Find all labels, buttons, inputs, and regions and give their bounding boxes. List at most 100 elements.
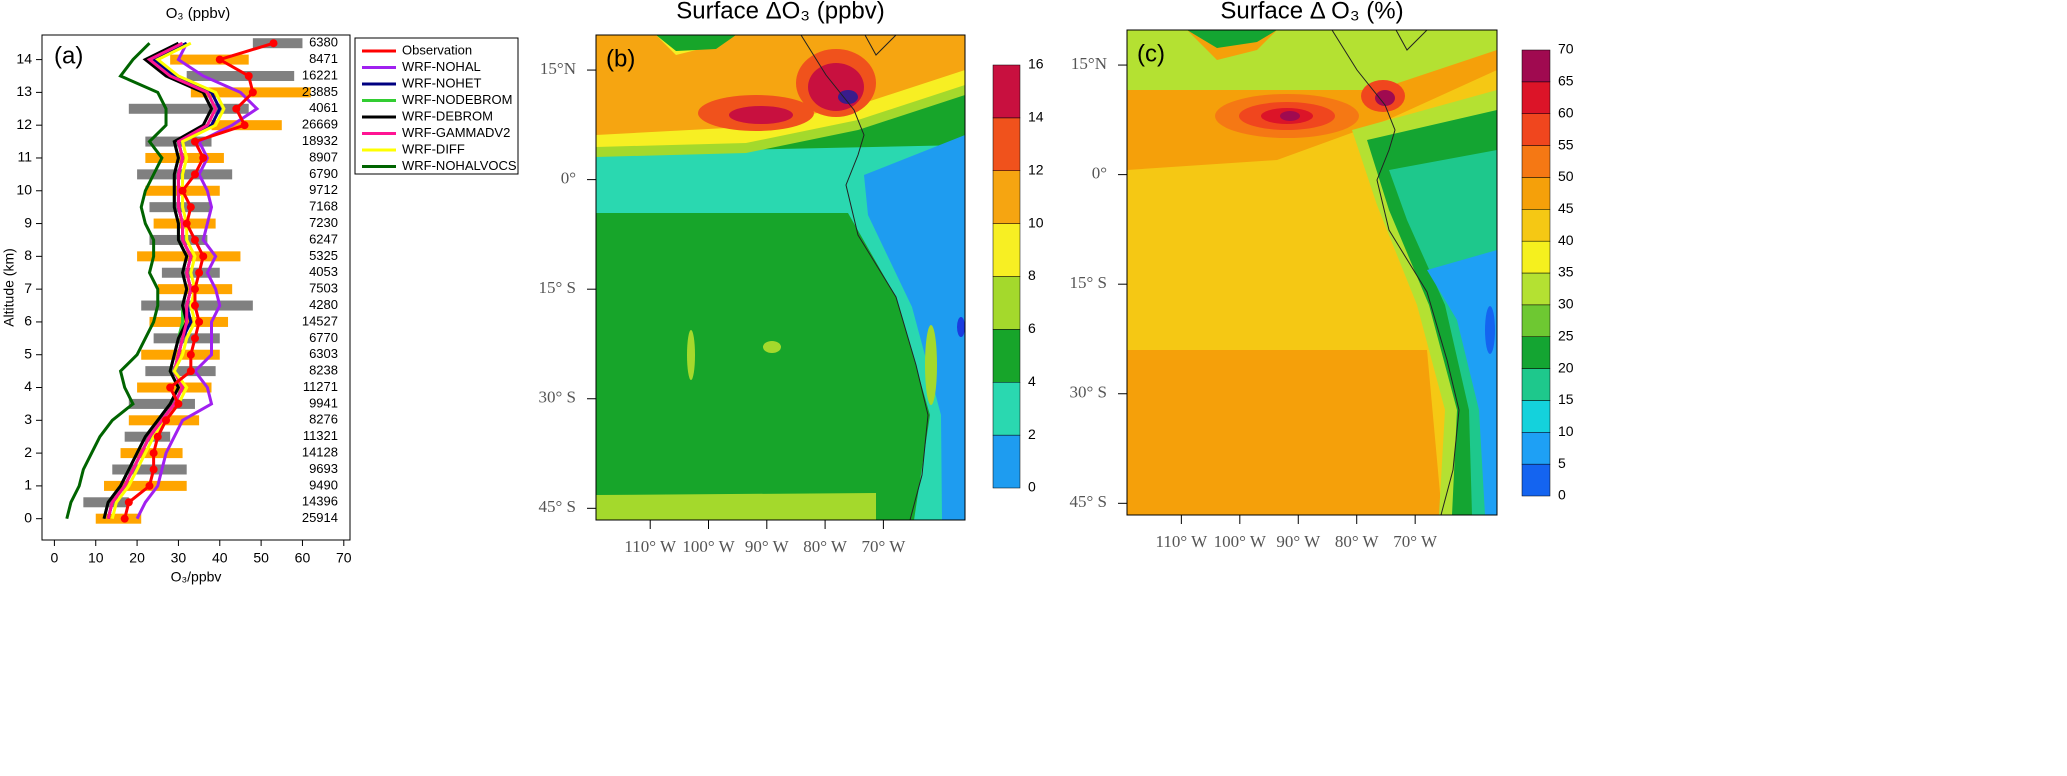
count-label: 6247: [309, 231, 338, 246]
range-bar: [145, 152, 224, 163]
range-bar: [252, 38, 303, 49]
range-bar: [95, 513, 142, 524]
colorbar-label: 14: [1028, 109, 1044, 125]
x-tick-label: 90° W: [745, 537, 790, 556]
y-tick-label: 15° S: [538, 278, 576, 297]
colorbar-box: [1521, 113, 1551, 146]
y-tick-label: 14: [16, 50, 32, 66]
colorbar-label: 35: [1558, 264, 1574, 280]
colorbar-label: 30: [1558, 296, 1574, 312]
colorbar-box: [992, 329, 1021, 383]
range-bar: [124, 431, 171, 442]
colorbar-box: [1521, 432, 1551, 465]
count-label: 25914: [302, 510, 338, 525]
obs-point: [190, 334, 199, 343]
y-tick-label: 30° S: [1069, 383, 1107, 402]
colorbar-box: [1521, 336, 1551, 369]
count-label: 23885: [302, 84, 338, 99]
count-label: 11321: [303, 428, 338, 443]
count-label: 9490: [309, 477, 338, 492]
y-tick-label: 15°N: [540, 59, 576, 78]
panel-label: (b): [606, 45, 635, 72]
count-label: 8276: [309, 412, 338, 427]
count-label: 4061: [309, 100, 338, 115]
x-tick-label: 0: [51, 550, 59, 566]
count-label: 6380: [309, 35, 338, 50]
y-tick-label: 2: [24, 444, 32, 460]
y-tick-label: 45° S: [538, 497, 576, 516]
obs-point: [195, 317, 204, 326]
range-bar: [149, 316, 229, 327]
range-bar: [83, 497, 129, 508]
profile-line: [110, 41, 226, 520]
y-tick-label: 10: [16, 181, 32, 197]
obs-point: [244, 71, 253, 80]
colorbar-box: [992, 117, 1021, 171]
range-bar: [128, 103, 249, 114]
legend-label: WRF-NODEBROM: [402, 92, 513, 107]
count-label: 7503: [309, 281, 338, 296]
legend-label: WRF-GAMMADV2: [402, 125, 510, 140]
count-label: 7230: [309, 215, 338, 230]
obs-point: [120, 514, 129, 523]
range-bar: [149, 202, 212, 213]
count-label: 16221: [302, 67, 338, 82]
y-tick-label: 7: [24, 280, 32, 296]
count-label: 14128: [302, 445, 338, 460]
obs-point: [199, 252, 208, 261]
obs-point: [190, 301, 199, 310]
y-tick-label: 13: [16, 83, 32, 99]
colorbar-label: 0: [1028, 479, 1036, 495]
colorbar-label: 60: [1558, 104, 1574, 120]
colorbar-label: 15: [1558, 391, 1574, 407]
obs-point: [174, 399, 183, 408]
colorbar-label: 20: [1558, 359, 1574, 375]
legend-label: WRF-DIFF: [402, 141, 465, 156]
colorbar-label: 10: [1028, 214, 1044, 230]
map-field-c: [1127, 30, 1497, 515]
colorbar-label: 70: [1558, 41, 1574, 57]
x-tick-label: 70° W: [1393, 532, 1438, 551]
x-tick-label: 70: [336, 550, 352, 566]
x-tick-label: 80° W: [803, 537, 848, 556]
colorbar-label: 12: [1028, 161, 1044, 177]
range-bar: [145, 366, 216, 377]
count-label: 6770: [309, 330, 338, 345]
obs-point: [178, 186, 187, 195]
x-tick-label: 90° W: [1276, 532, 1321, 551]
count-label: 5325: [309, 248, 338, 263]
y-tick-label: 12: [16, 116, 32, 132]
colorbar-label: 4: [1028, 373, 1036, 389]
count-label: 11271: [303, 379, 338, 394]
colorbar-label: 45: [1558, 200, 1574, 216]
range-bar: [137, 169, 233, 180]
colorbar-label: 65: [1558, 73, 1574, 89]
count-label: 26669: [302, 117, 338, 132]
y-tick-label: 8: [24, 247, 32, 263]
obs-point: [248, 88, 257, 97]
y-tick-label: 15° S: [1069, 273, 1107, 292]
panel-label: (a): [54, 42, 83, 69]
colorbar-box: [992, 276, 1021, 330]
y-tick-label: 9: [24, 214, 32, 230]
y-axis-label: Altitude (km): [1, 248, 17, 327]
obs-point: [195, 268, 204, 277]
count-label: 9712: [309, 182, 338, 197]
colorbar-label: 16: [1028, 56, 1044, 72]
colorbar-box: [1521, 463, 1551, 497]
count-label: 18932: [302, 133, 338, 148]
y-tick-label: 0°: [561, 169, 576, 188]
range-bar: [128, 398, 195, 409]
count-label: 8471: [309, 51, 338, 66]
obs-point: [199, 153, 208, 162]
obs-point: [124, 498, 133, 507]
colorbar-box: [992, 382, 1021, 436]
count-label: 14396: [302, 494, 338, 509]
panel-title: Surface ΔO₃ (ppbv): [676, 0, 885, 24]
obs-point: [186, 350, 195, 359]
count-label: 9693: [309, 461, 338, 476]
y-tick-label: 5: [24, 345, 32, 361]
range-bar: [186, 70, 295, 81]
legend-label: WRF-NOHET: [402, 75, 481, 90]
